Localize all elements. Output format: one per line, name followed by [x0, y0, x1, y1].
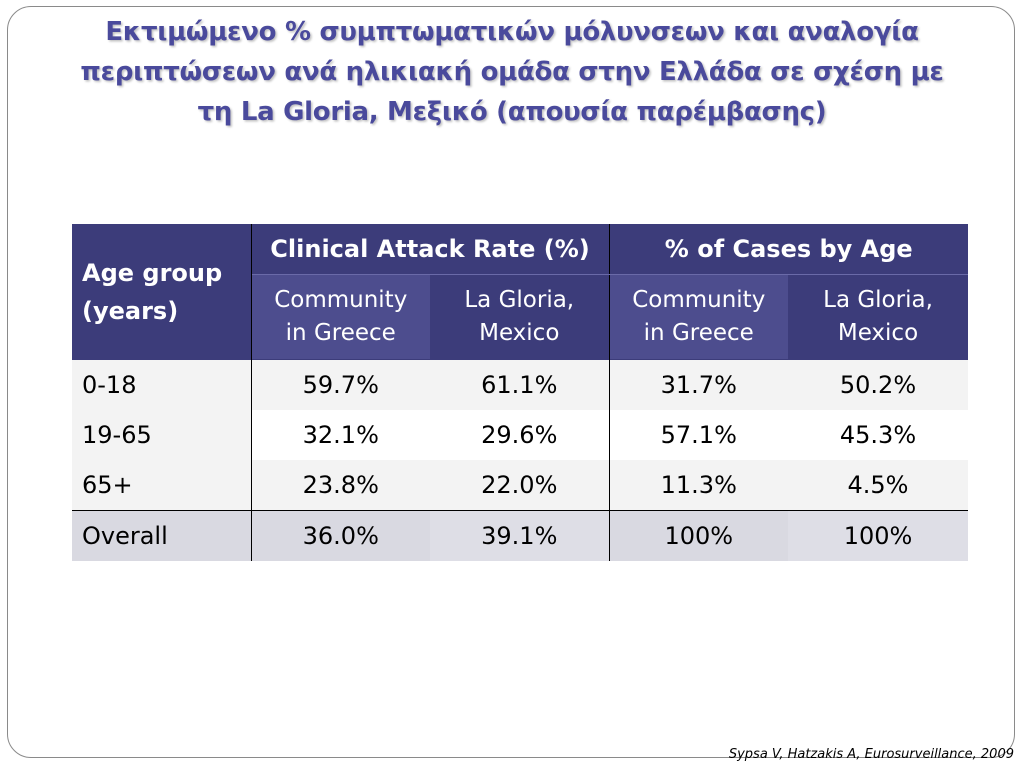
col-header-cases-lagloria: La Gloria, Mexico	[788, 274, 969, 360]
col-header-attack-greece: Community in Greece	[251, 274, 430, 360]
age-group-header: Age group (years)	[72, 224, 252, 360]
table-row: 19-65 32.1% 29.6% 57.1% 45.3%	[72, 410, 969, 460]
value-cell: 100%	[788, 510, 969, 561]
value-cell: 11.3%	[609, 460, 788, 511]
value-cell: 39.1%	[430, 510, 610, 561]
citation: Sypsa V, Hatzakis A, Eurosurveillance, 2…	[728, 747, 1014, 762]
value-cell: 50.2%	[788, 359, 969, 410]
value-cell: 32.1%	[251, 410, 430, 460]
attack-rate-table: Age group (years) Clinical Attack Rate (…	[72, 224, 969, 561]
title-line-2: περιπτώσεων ανά ηλικιακή ομάδα στην Ελλά…	[80, 57, 944, 87]
col-header-line: Mexico	[837, 320, 919, 346]
value-cell: 45.3%	[788, 410, 969, 460]
age-cell: Overall	[72, 510, 252, 561]
col-header-attack-lagloria: La Gloria, Mexico	[430, 274, 610, 360]
value-cell: 31.7%	[609, 359, 788, 410]
age-cell: 0-18	[72, 359, 252, 410]
age-header-line-2: (years)	[82, 296, 179, 325]
cases-by-age-header: % of Cases by Age	[609, 224, 969, 275]
value-cell: 100%	[609, 510, 788, 561]
value-cell: 4.5%	[788, 460, 969, 511]
value-cell: 29.6%	[430, 410, 610, 460]
col-header-line: in Greece	[285, 320, 396, 346]
col-header-line: Community	[274, 287, 408, 313]
value-cell: 61.1%	[430, 359, 610, 410]
title-line-3: τη La Gloria, Μεξικό (απουσία παρέμβασης…	[197, 97, 827, 127]
age-cell: 19-65	[72, 410, 252, 460]
col-header-line: in Greece	[643, 320, 754, 346]
col-header-line: Community	[632, 287, 766, 313]
col-header-line: La Gloria,	[823, 287, 933, 313]
value-cell: 59.7%	[251, 359, 430, 410]
col-header-cases-greece: Community in Greece	[609, 274, 788, 360]
value-cell: 36.0%	[251, 510, 430, 561]
title-line-1: Εκτιμώμενο % συμπτωματικών μόλυνσεων και…	[105, 17, 919, 47]
value-cell: 23.8%	[251, 460, 430, 511]
value-cell: 57.1%	[609, 410, 788, 460]
col-header-line: La Gloria,	[464, 287, 575, 313]
col-header-line: Mexico	[479, 320, 560, 346]
age-cell: 65+	[72, 460, 252, 511]
slide-title: Εκτιμώμενο % συμπτωματικών μόλυνσεων και…	[60, 12, 964, 132]
table-row: 0-18 59.7% 61.1% 31.7% 50.2%	[72, 359, 969, 410]
table-row-overall: Overall 36.0% 39.1% 100% 100%	[72, 510, 969, 561]
clinical-attack-rate-header: Clinical Attack Rate (%)	[251, 224, 610, 275]
age-header-line-1: Age group	[82, 258, 223, 287]
value-cell: 22.0%	[430, 460, 610, 511]
table-row: 65+ 23.8% 22.0% 11.3% 4.5%	[72, 460, 969, 511]
